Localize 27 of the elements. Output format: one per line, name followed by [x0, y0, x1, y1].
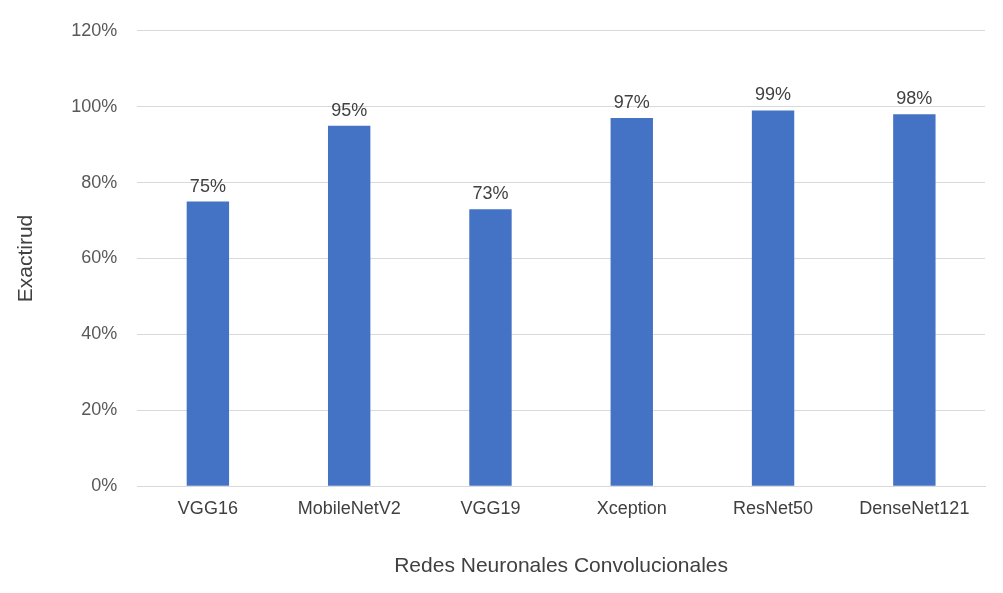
bar	[751, 110, 795, 486]
data-label: 99%	[755, 84, 792, 105]
bar	[186, 201, 230, 486]
y-tick-label: 60%	[81, 247, 118, 268]
y-tick-label: 0%	[91, 475, 118, 496]
x-tick-label: ResNet50	[733, 497, 814, 518]
bar	[469, 209, 512, 486]
y-tick-label: 80%	[81, 171, 118, 192]
y-axis-title: Exactirud	[13, 214, 37, 303]
data-label: 75%	[189, 175, 226, 196]
data-label: 97%	[613, 92, 650, 113]
y-tick-label: 40%	[81, 323, 118, 344]
x-tick-label: MobileNetV2	[297, 497, 401, 518]
data-label: 98%	[896, 88, 933, 109]
y-tick-label: 20%	[81, 399, 118, 420]
x-axis-title: Redes Neuronales Convolucionales	[394, 553, 729, 577]
y-tick-label: 120%	[71, 19, 118, 40]
bar	[327, 125, 371, 486]
data-label: 95%	[331, 99, 368, 120]
x-tick-label: VGG19	[460, 497, 521, 518]
bar	[610, 118, 653, 486]
x-tick-label: Xception	[596, 497, 667, 518]
y-tick-label: 100%	[71, 95, 118, 116]
x-tick-label: VGG16	[177, 497, 238, 518]
bar	[893, 114, 936, 486]
data-label: 73%	[472, 183, 509, 204]
x-tick-label: DenseNet121	[859, 497, 970, 518]
